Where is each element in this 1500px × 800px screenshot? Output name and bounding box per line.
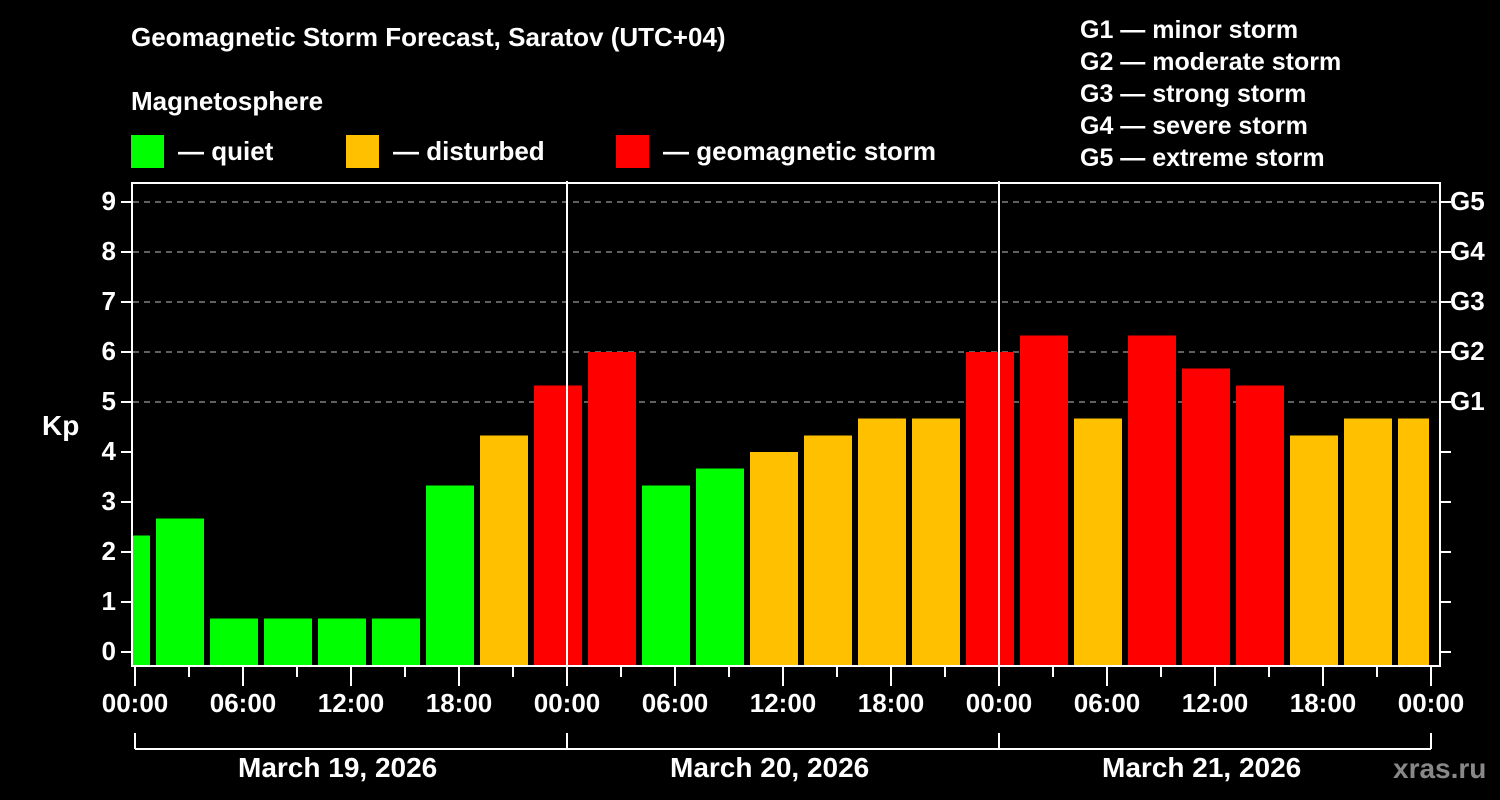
kp-bar xyxy=(750,452,798,665)
g-scale-legend: G1 — minor storm G2 — moderate storm G3 … xyxy=(1080,14,1341,174)
legend-label-quiet: — quiet xyxy=(178,135,274,166)
kp-bar xyxy=(372,618,420,665)
legend-item-quiet: — quiet xyxy=(131,134,273,168)
day-label: March 19, 2026 xyxy=(238,752,438,783)
y-tick-label: 8 xyxy=(101,236,116,266)
day-label: March 21, 2026 xyxy=(1102,752,1302,783)
x-tick-label: 06:00 xyxy=(1073,688,1141,718)
kp-bar xyxy=(156,518,204,665)
g-legend-g3: G3 — strong storm xyxy=(1080,80,1307,108)
kp-bar xyxy=(1182,368,1230,665)
x-tick-label: 18:00 xyxy=(1289,688,1357,718)
kp-bar xyxy=(1398,418,1429,665)
y-tick-label: 4 xyxy=(101,436,116,466)
y-tick-label: 1 xyxy=(101,586,116,616)
x-tick-label: 18:00 xyxy=(857,688,925,718)
g-level-label: G1 xyxy=(1450,386,1485,416)
kp-bar xyxy=(966,352,1014,665)
g-level-label: G4 xyxy=(1450,236,1485,266)
kp-bar xyxy=(642,485,690,665)
x-tick-label: 12:00 xyxy=(749,688,817,718)
legend-item-storm: — geomagnetic storm xyxy=(616,134,936,168)
legend-swatch-storm xyxy=(616,134,649,168)
plot-frame xyxy=(121,181,1451,750)
kp-bar xyxy=(1074,418,1122,665)
g-legend-g2: G2 — moderate storm xyxy=(1080,48,1342,76)
x-tick-label: 06:00 xyxy=(209,688,277,718)
kp-bars xyxy=(133,335,1429,665)
x-tick-label: 12:00 xyxy=(1181,688,1249,718)
legend-swatch-quiet xyxy=(131,134,164,168)
kp-bar xyxy=(426,485,474,665)
grid-lines xyxy=(133,201,1439,403)
y-tick-label: 9 xyxy=(101,186,116,216)
y-tick-label: 5 xyxy=(101,386,116,416)
x-tick-label: 00:00 xyxy=(1397,688,1465,718)
kp-bar xyxy=(480,435,528,665)
day-label: March 20, 2026 xyxy=(670,752,870,783)
x-tick-label: 12:00 xyxy=(317,688,385,718)
g-level-label: G2 xyxy=(1450,336,1485,366)
kp-bar xyxy=(912,418,960,665)
chart-subtitle: Magnetosphere xyxy=(131,86,324,116)
y-axis-label: Kp xyxy=(42,410,80,441)
kp-bar xyxy=(1020,335,1068,665)
y-tick-label: 7 xyxy=(101,286,116,316)
g-level-label: G5 xyxy=(1450,186,1485,216)
x-tick-label: 00:00 xyxy=(533,688,601,718)
plot-border xyxy=(131,182,1441,667)
legend-swatch-disturbed xyxy=(346,134,379,168)
kp-bar xyxy=(133,535,150,665)
kp-bar xyxy=(318,618,366,665)
kp-bar xyxy=(588,352,636,665)
kp-bar xyxy=(696,468,744,665)
kp-bar xyxy=(858,418,906,665)
kp-bar xyxy=(534,385,582,665)
y-tick-label: 0 xyxy=(101,636,116,666)
watermark: xras.ru xyxy=(1393,753,1487,784)
x-tick-label: 18:00 xyxy=(425,688,493,718)
g-level-label: G3 xyxy=(1450,286,1485,316)
x-tick-label: 06:00 xyxy=(641,688,709,718)
y-tick-label: 6 xyxy=(101,336,116,366)
kp-bar xyxy=(1344,418,1392,665)
kp-bar xyxy=(1236,385,1284,665)
y-tick-label: 3 xyxy=(101,486,116,516)
g-legend-g1: G1 — minor storm xyxy=(1080,16,1299,44)
kp-bar xyxy=(264,618,312,665)
chart-title: Geomagnetic Storm Forecast, Saratov (UTC… xyxy=(131,22,726,52)
legend-label-storm: — geomagnetic storm xyxy=(663,135,937,166)
kp-bar xyxy=(1290,435,1338,665)
x-tick-label: 00:00 xyxy=(965,688,1033,718)
kp-bar xyxy=(804,435,852,665)
g-legend-g4: G4 — severe storm xyxy=(1080,112,1308,140)
kp-bar xyxy=(210,618,258,665)
kp-bar xyxy=(1128,335,1176,665)
legend-label-disturbed: — disturbed xyxy=(393,135,545,166)
y-tick-label: 2 xyxy=(101,536,116,566)
x-tick-label: 00:00 xyxy=(101,688,169,718)
legend-item-disturbed: — disturbed xyxy=(346,134,545,168)
g-legend-g5: G5 — extreme storm xyxy=(1080,144,1325,172)
